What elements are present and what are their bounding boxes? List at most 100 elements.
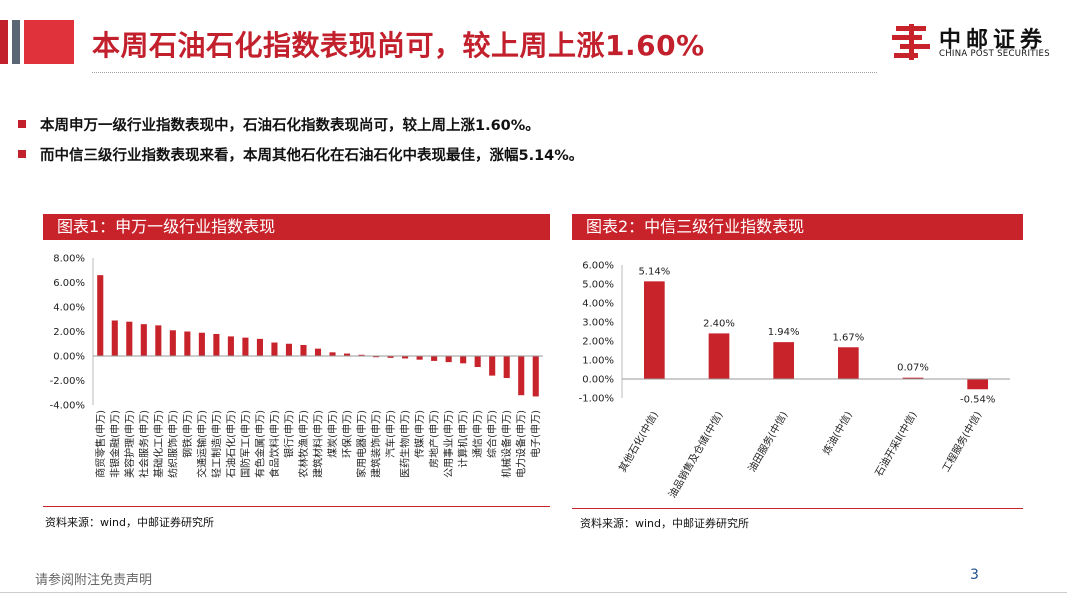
chart1-header: 图表1：申万一级行业指数表现 [43, 214, 550, 240]
x-tick-label: 美容护理(申万) [123, 410, 136, 478]
x-tick-label: 工程服务(中信) [939, 409, 984, 474]
x-tick-label: 油田服务(中信) [745, 409, 790, 474]
bar [343, 353, 351, 356]
bar [256, 338, 263, 356]
bullet-item: 而中信三级行业指数表现来看，本周其他石化在石油石化中表现最佳，涨幅5.14%。 [18, 144, 1018, 165]
bar [358, 354, 365, 356]
bar [489, 356, 496, 376]
y-tick-label: 5.00% [582, 280, 614, 291]
bullet-text: 而中信三级行业指数表现来看，本周其他石化在石油石化中表现最佳，涨幅5.14%。 [40, 148, 584, 164]
x-tick-label: 轻工制造(申万) [210, 410, 223, 478]
y-tick-label: 4.00% [53, 303, 85, 314]
x-tick-label: 钢铁(申万) [181, 410, 194, 458]
x-tick-label: 农林牧渔(申万) [297, 410, 310, 478]
y-tick-label: -2.00% [50, 376, 85, 387]
x-tick-label: 国防军工(申万) [239, 410, 252, 478]
x-tick-label: 综合(申万) [486, 410, 499, 458]
bar [329, 352, 336, 356]
y-tick-label: 8.00% [53, 254, 85, 265]
bar [97, 275, 104, 356]
x-tick-label: 建筑装饰(申万) [370, 410, 383, 478]
bar [773, 342, 795, 379]
bar [198, 332, 205, 356]
bullet-item: 本周申万一级行业指数表现中，石油石化指数表现尚可，较上周上涨1.60%。 [18, 114, 1018, 135]
bar [837, 347, 859, 379]
data-label: 2.40% [703, 318, 735, 329]
chart1-svg: 8.00% 6.00% 4.00% 2.00% 0.00% -2.00% -4.00% 商贸零… [50, 254, 543, 478]
bar [111, 320, 118, 356]
bar [184, 331, 191, 356]
data-label: 0.07% [897, 363, 929, 374]
x-tick-label: 社会服务(申万) [137, 410, 150, 478]
title-decoration-block [24, 20, 74, 64]
x-tick-label: 其他石化(中信) [616, 409, 661, 474]
bar [474, 356, 481, 368]
x-tick-label: 汽车(申万) [384, 410, 397, 458]
y-tick-label: -4.00% [50, 401, 85, 412]
footer-divider [0, 592, 1067, 593]
bar [155, 325, 162, 356]
x-tick-label: 房地产(申万) [428, 410, 441, 468]
bar [708, 333, 730, 379]
title-divider [92, 72, 877, 73]
chart2-source: 资料来源：wind，中邮证券研究所 [580, 517, 750, 530]
x-tick-label: 建筑材料(申万) [312, 410, 325, 478]
title-decoration-red [0, 20, 8, 64]
chart1-source: 资料来源：wind，中邮证券研究所 [45, 516, 215, 529]
bar [285, 343, 293, 356]
bar [227, 336, 234, 356]
x-tick-label: 计算机(申万) [457, 410, 470, 468]
logo-text-cn: 中邮证券 [939, 28, 1048, 53]
bar [460, 356, 467, 364]
chart2-svg: 6.00% 5.00% 4.00% 3.00% 2.00% 1.00% 0.00% -1.00… [579, 261, 1010, 500]
y-tick-label: 0.00% [582, 375, 614, 386]
x-tick-label: 非银金融(申万) [108, 410, 121, 478]
x-tick-label: 传媒(申万) [413, 410, 426, 458]
logo-text-en: CHINA POST SECURITIES [939, 49, 1050, 59]
x-tick-label: 食品饮料(申万) [268, 410, 281, 478]
page-number: 3 [970, 567, 979, 583]
y-tick-label: 4.00% [582, 299, 614, 310]
y-tick-label: 2.00% [582, 337, 614, 348]
y-tick-label: 6.00% [582, 261, 614, 272]
bar [518, 356, 525, 396]
bar [169, 330, 176, 356]
x-tick-label: 油品销售及仓储(中信) [665, 409, 725, 500]
x-tick-label: 公用事业(申万) [442, 410, 455, 478]
x-tick-label: 商贸零售(申万) [94, 410, 107, 478]
bar [314, 348, 322, 356]
bar [416, 356, 423, 360]
y-tick-label: 2.00% [53, 327, 85, 338]
data-label: -0.54% [960, 394, 995, 405]
y-tick-label: -1.00% [579, 394, 614, 405]
data-label: 1.67% [832, 332, 864, 343]
bar [373, 356, 380, 358]
bar [271, 342, 278, 356]
x-tick-label: 医药生物(申万) [399, 410, 412, 478]
bullet-square-icon [18, 150, 26, 158]
x-tick-label: 石油石化(申万) [224, 410, 237, 478]
page-title: 本周石油石化指数表现尚可，较上周上涨1.60% [92, 29, 705, 62]
x-tick-label: 环保(申万) [341, 410, 354, 458]
bar [242, 337, 249, 356]
x-tick-label: 机械设备(申万) [500, 410, 513, 478]
china-post-logo-icon [892, 24, 930, 60]
x-tick-label: 炼油(中信) [820, 409, 855, 457]
bullet-square-icon [18, 120, 26, 128]
bar [140, 324, 147, 356]
data-label: 1.94% [768, 327, 800, 338]
bar [532, 356, 539, 397]
title-decoration-gray [12, 20, 20, 64]
bar [402, 356, 409, 359]
disclaimer-text: 请参阅附注免责声明 [35, 573, 153, 588]
bar [967, 379, 989, 390]
x-tick-label: 有色金属(申万) [253, 410, 266, 478]
bar [431, 356, 438, 361]
bar [643, 281, 665, 379]
chart1-bottom-rule [43, 506, 550, 507]
bar [445, 356, 452, 363]
bullet-text: 本周申万一级行业指数表现中，石油石化指数表现尚可，较上周上涨1.60%。 [40, 118, 540, 134]
x-tick-label: 通信(申万) [471, 410, 484, 458]
bar [387, 356, 394, 358]
x-tick-label: 石油开采Ⅱ(中信) [872, 409, 920, 479]
